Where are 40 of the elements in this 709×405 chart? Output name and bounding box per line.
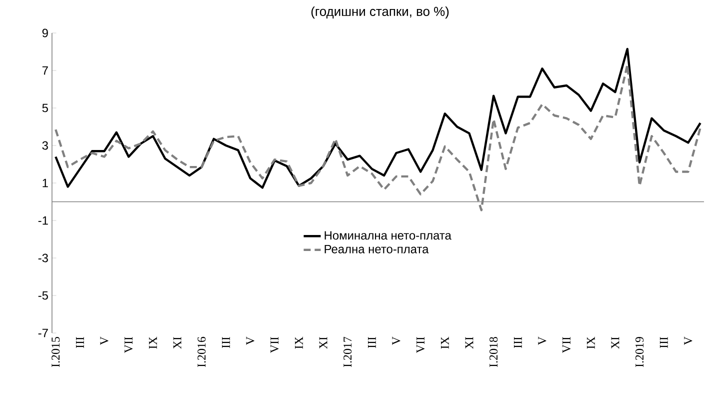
line-series xyxy=(54,64,702,212)
x-tick-label: VII xyxy=(416,336,425,353)
legend-label: Номинална нето-плата xyxy=(324,231,452,240)
x-tick-label: V xyxy=(392,336,400,346)
y-tick-label: 3 xyxy=(42,141,48,150)
x-tick-label: I.2016 xyxy=(198,336,206,367)
x-tick-label: VII xyxy=(562,336,571,353)
x-tick-label: I.2018 xyxy=(490,336,498,367)
x-tick-label: XI xyxy=(611,336,620,349)
y-tick-label: -1 xyxy=(38,216,48,225)
x-tick-label: XI xyxy=(465,336,474,349)
x-tick-label: V xyxy=(684,336,692,346)
x-tick-label: VII xyxy=(270,336,279,353)
y-tick-label: 9 xyxy=(42,28,48,38)
y-tick-label: -7 xyxy=(38,328,48,338)
x-tick-label: III xyxy=(514,336,522,348)
x-tick-label: V xyxy=(246,336,254,346)
x-tick-label: VII xyxy=(124,336,133,353)
legend-label: Реална нето-плата xyxy=(324,244,429,254)
x-tick-label: I.2017 xyxy=(344,336,352,367)
x-tick-label: V xyxy=(100,336,108,346)
x-tick-label: IX xyxy=(440,336,449,349)
x-tick-label: III xyxy=(76,336,84,348)
y-tick-label: -3 xyxy=(38,254,48,262)
y-tick-label: 7 xyxy=(42,66,48,75)
x-tick-label: IX xyxy=(586,336,595,349)
chart-title: (годишни стапки, во %) xyxy=(311,6,449,19)
x-tick-label: IX xyxy=(149,336,157,349)
x-tick-label: III xyxy=(368,336,376,348)
y-tick-label: 1 xyxy=(42,178,48,188)
x-tick-label: XI xyxy=(173,336,182,349)
y-tick-label: -5 xyxy=(38,291,48,300)
x-tick-label: V xyxy=(538,336,546,346)
x-tick-label: IX xyxy=(295,336,303,349)
x-tick-label: I.2015 xyxy=(52,336,60,367)
x-tick-label: III xyxy=(222,336,230,348)
x-tick-label: I.2019 xyxy=(635,337,644,367)
x-tick-label: III xyxy=(660,336,668,348)
y-tick-label: 5 xyxy=(42,104,48,112)
x-tick-label: XI xyxy=(319,336,328,349)
